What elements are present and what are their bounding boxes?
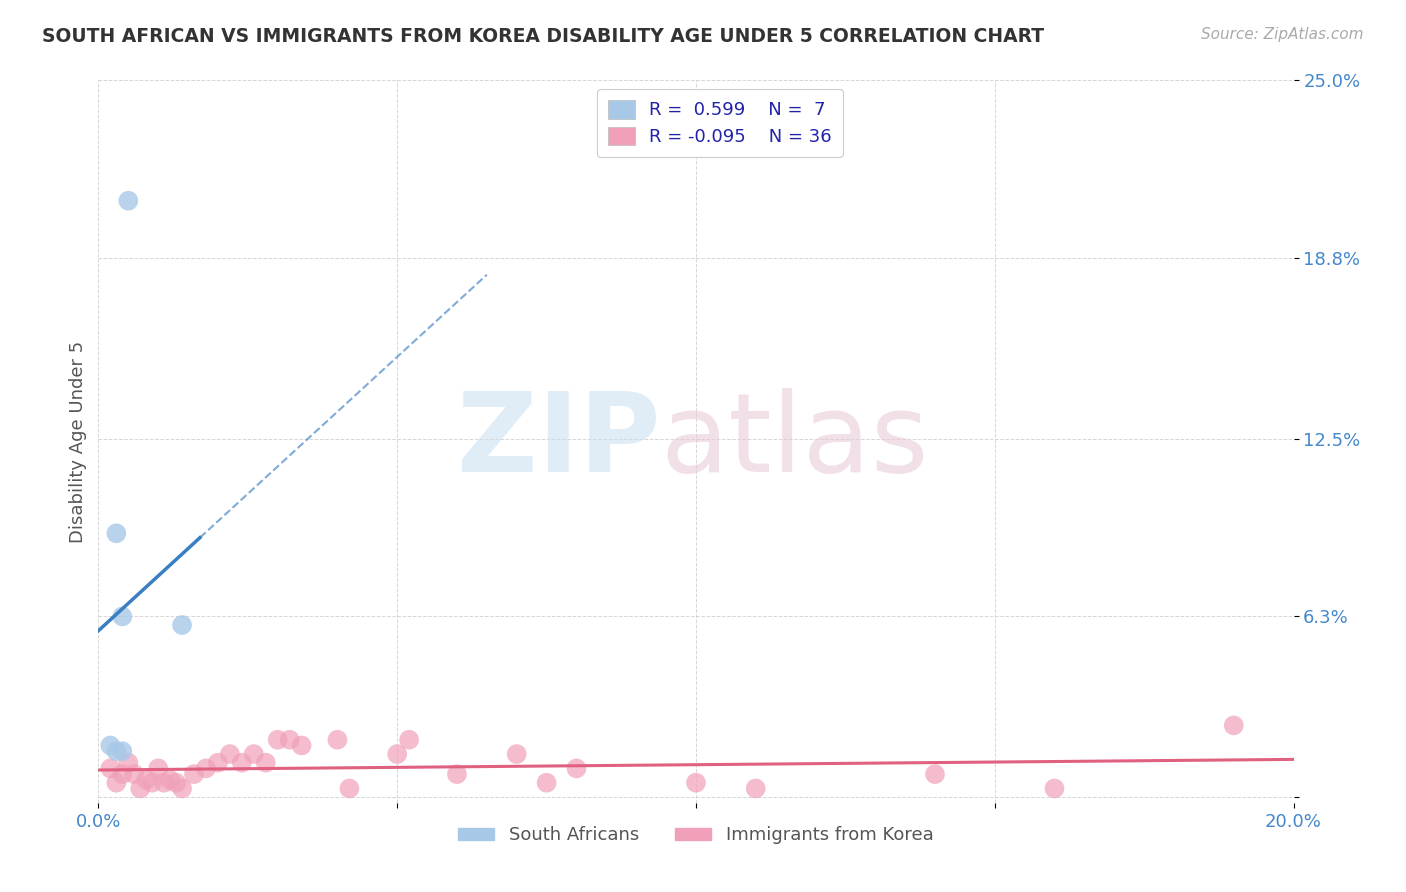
Point	[148, 761, 170, 775]
Point	[111, 609, 134, 624]
Point	[291, 739, 314, 753]
Point	[326, 732, 349, 747]
Text: ZIP: ZIP	[457, 388, 661, 495]
Point	[536, 776, 558, 790]
Point	[117, 756, 139, 770]
Point	[159, 772, 181, 787]
Point	[117, 194, 139, 208]
Point	[172, 618, 194, 632]
Point	[183, 767, 205, 781]
Point	[105, 776, 128, 790]
Point	[172, 781, 194, 796]
Text: Source: ZipAtlas.com: Source: ZipAtlas.com	[1201, 27, 1364, 42]
Y-axis label: Disability Age Under 5: Disability Age Under 5	[69, 341, 87, 542]
Point	[165, 776, 187, 790]
Point	[1223, 718, 1246, 732]
Point	[111, 744, 134, 758]
Text: SOUTH AFRICAN VS IMMIGRANTS FROM KOREA DISABILITY AGE UNDER 5 CORRELATION CHART: SOUTH AFRICAN VS IMMIGRANTS FROM KOREA D…	[42, 27, 1045, 45]
Point	[339, 781, 361, 796]
Point	[267, 732, 290, 747]
Point	[105, 744, 128, 758]
Point	[1043, 781, 1066, 796]
Point	[124, 767, 146, 781]
Point	[398, 732, 420, 747]
Legend: South Africans, Immigrants from Korea: South Africans, Immigrants from Korea	[451, 819, 941, 852]
Point	[207, 756, 229, 770]
Point	[506, 747, 529, 761]
Point	[129, 781, 152, 796]
Point	[98, 739, 122, 753]
Point	[243, 747, 266, 761]
Point	[745, 781, 768, 796]
Point	[98, 761, 122, 775]
Point	[565, 761, 588, 775]
Point	[278, 732, 301, 747]
Point	[141, 776, 163, 790]
Point	[231, 756, 253, 770]
Point	[135, 772, 157, 787]
Point	[385, 747, 409, 761]
Point	[446, 767, 468, 781]
Point	[195, 761, 218, 775]
Text: atlas: atlas	[661, 388, 928, 495]
Point	[153, 776, 176, 790]
Point	[111, 767, 134, 781]
Point	[924, 767, 946, 781]
Point	[105, 526, 128, 541]
Point	[254, 756, 277, 770]
Point	[685, 776, 707, 790]
Point	[219, 747, 242, 761]
